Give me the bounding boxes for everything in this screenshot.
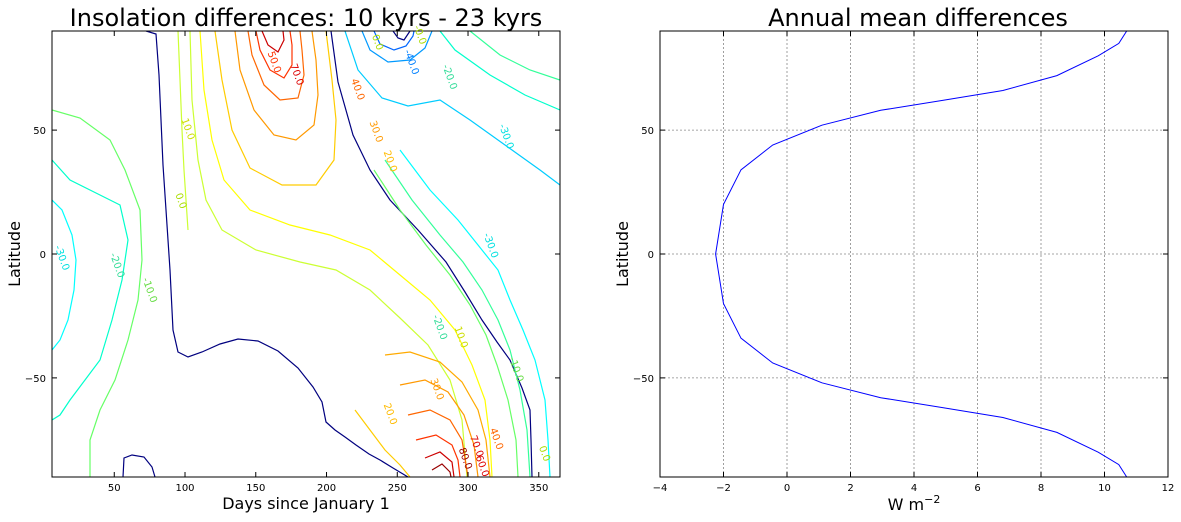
grid-lines: [659, 31, 1169, 477]
contour-line-neg: [373, 31, 415, 51]
contour-label: 0.0: [536, 444, 552, 463]
contour-lines: [52, 31, 560, 477]
contour-y-tick-label: 50: [33, 126, 46, 137]
contour-chart-title: Insolation differences: 10 kyrs - 23 kyr…: [70, 4, 543, 32]
contour-line-pos: [415, 434, 461, 477]
contour-line-neg: [384, 159, 531, 477]
contour-x-tick-label: 50: [108, 483, 121, 494]
contour-x-tick-label: 200: [317, 483, 336, 494]
line-x-tick-label: −4: [653, 483, 668, 494]
contour-line-neg: [439, 31, 560, 111]
contour-line-neg: [52, 159, 129, 421]
line-chart: Annual mean differences −4 −2 0 2 4 6 8 10 12 −50…: [613, 4, 1174, 514]
contour-line-pos: [424, 451, 455, 477]
line-y-tick-label: 50: [641, 126, 654, 137]
contour-line-pos: [399, 379, 479, 477]
line-x-tick-label: 10: [1098, 483, 1111, 494]
contour-line-pos: [255, 31, 293, 79]
contour-y-tick-label: −50: [25, 374, 46, 385]
contour-line-0: [145, 31, 409, 477]
line-x-tick-label: 2: [847, 483, 853, 494]
line-x-tick-label: 4: [911, 483, 917, 494]
contour-line-pos: [354, 409, 411, 477]
line-x-tick-label: 0: [784, 483, 790, 494]
line-x-axis-label-sup: −2: [924, 493, 940, 506]
contour-label: 0.0: [369, 33, 385, 52]
line-y-tick-label: 0: [648, 250, 654, 261]
contour-y-tick-label: 0: [40, 250, 46, 261]
line-x-tick-label: 8: [1038, 483, 1044, 494]
contour-line-pos: [261, 31, 285, 53]
line-y-tick-label: −50: [633, 374, 654, 385]
contour-x-tick-label: 350: [529, 483, 548, 494]
contour-x-tick-label: 100: [175, 483, 194, 494]
contour-line-neg: [373, 169, 519, 477]
contour-line-pos: [189, 31, 468, 477]
contour-line-neg: [344, 31, 560, 186]
contour-plot-area: [52, 31, 560, 477]
contour-line-neg: [361, 31, 433, 63]
line-x-tick-label: −2: [716, 483, 731, 494]
contour-x-axis-label: Days since January 1: [222, 494, 390, 513]
line-x-tick-label: 6: [974, 483, 980, 494]
contour-label: 0.0: [172, 192, 188, 211]
contour-line-pos: [247, 31, 305, 101]
contour-line-neg: [469, 31, 560, 81]
contour-x-tick-label: 250: [388, 483, 407, 494]
contour-line-pos: [177, 31, 189, 231]
contour-x-tick-label: 300: [458, 483, 477, 494]
contour-line-pos: [384, 351, 491, 477]
contour-line-pos: [431, 463, 452, 477]
contour-ticks: 50 100 150 200 250 300 350 −50 0 50: [25, 31, 560, 494]
contour-line-0: [392, 31, 411, 41]
contour-line-0: [330, 31, 533, 477]
contour-line-pos: [199, 31, 493, 477]
contour-chart: Insolation differences: 10 kyrs - 23 kyr…: [5, 4, 561, 513]
contour-x-tick-label: 150: [246, 483, 265, 494]
line-x-axis-label-text: W m: [888, 495, 925, 514]
line-chart-title: Annual mean differences: [768, 4, 1068, 32]
contour-line-neg: [52, 109, 143, 477]
contour-y-axis-label: Latitude: [5, 221, 24, 287]
annual-mean-series-line: [715, 31, 1128, 477]
line-x-axis-label: W m−2: [888, 493, 941, 514]
contour-line-pos: [234, 31, 319, 141]
line-y-axis-label: Latitude: [613, 221, 632, 287]
contour-line-neg: [52, 199, 77, 351]
contour-line-pos: [214, 31, 337, 186]
contour-line-pos: [407, 409, 469, 477]
line-x-tick-label: 12: [1162, 483, 1175, 494]
contour-line-0: [122, 454, 156, 477]
line-ticks: −4 −2 0 2 4 6 8 10 12 −50 0 50: [633, 31, 1174, 494]
contour-line-neg: [399, 149, 551, 477]
